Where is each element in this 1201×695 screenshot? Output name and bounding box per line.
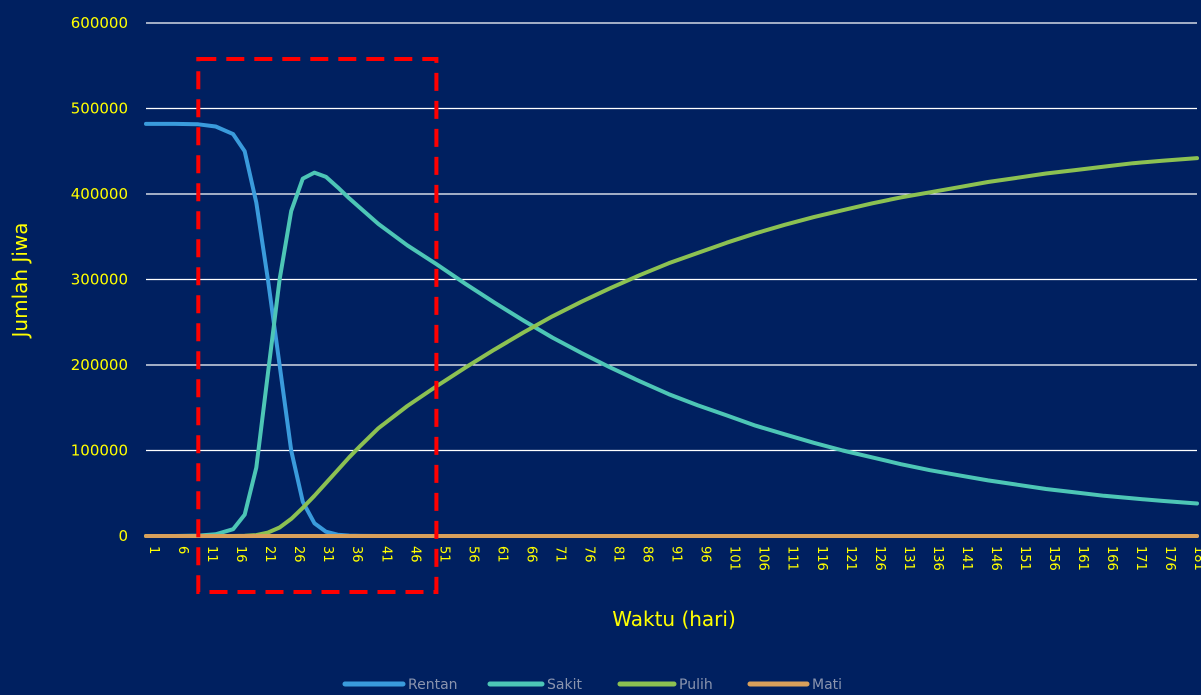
x-tick-label: 136: [930, 546, 945, 571]
x-tick-label: 171: [1133, 546, 1148, 571]
x-tick-label: 51: [436, 546, 451, 563]
x-tick-label: 11: [204, 546, 219, 563]
x-tick-label: 161: [1075, 546, 1090, 571]
x-tick-label: 156: [1046, 546, 1061, 571]
y-tick-label: 400000: [71, 185, 128, 203]
y-axis-label: Jumlah Jiwa: [8, 223, 32, 340]
x-tick-label: 91: [669, 546, 684, 563]
legend-label-rentan: Rentan: [408, 677, 458, 693]
x-tick-label: 101: [727, 546, 742, 571]
x-tick-label: 151: [1017, 546, 1032, 571]
x-axis-label: Waktu (hari): [612, 607, 736, 631]
x-tick-label: 36: [349, 546, 364, 563]
x-tick-label: 106: [756, 546, 771, 571]
x-axis-ticks: 1 6 11 16 21 26 31 36 41 46 51 56 61 66 71 76 81 86 91 96 10…: [146, 546, 1201, 571]
x-tick-label: 46: [407, 546, 422, 563]
legend-label-mati: Mati: [812, 677, 842, 693]
x-tick-label: 131: [901, 546, 916, 571]
x-tick-label: 16: [233, 546, 248, 563]
legend-label-pulih: Pulih: [679, 677, 713, 693]
y-tick-label: 200000: [71, 356, 128, 374]
y-tick-label: 600000: [71, 14, 128, 32]
x-tick-label: 66: [523, 546, 538, 563]
x-tick-label: 141: [959, 546, 974, 571]
x-tick-label: 6: [175, 546, 190, 554]
y-tick-label: 500000: [71, 100, 128, 118]
x-tick-label: 21: [262, 546, 277, 563]
x-tick-label: 96: [698, 546, 713, 563]
y-tick-label: 300000: [71, 271, 128, 289]
x-tick-label: 61: [494, 546, 509, 563]
series-line-sakit: [144, 170, 1199, 538]
legend-label-sakit: Sakit: [547, 677, 582, 693]
x-tick-label: 86: [640, 546, 655, 563]
legend: Rentan Sakit Pulih Mati: [342, 677, 842, 693]
x-tick-label: 76: [581, 546, 596, 563]
x-tick-label: 41: [378, 546, 393, 563]
highlight-box: [196, 57, 439, 594]
x-tick-label: 181: [1191, 546, 1201, 571]
y-tick-label: 100000: [71, 442, 128, 460]
x-tick-label: 56: [465, 546, 480, 563]
x-tick-label: 121: [843, 546, 858, 571]
x-tick-label: 126: [872, 546, 887, 571]
series-line-pulih: [144, 156, 1199, 538]
x-tick-label: 111: [785, 546, 800, 571]
x-tick-label: 31: [320, 546, 335, 563]
x-tick-label: 81: [611, 546, 626, 563]
x-tick-label: 1: [146, 546, 161, 554]
series-lines: [144, 121, 1199, 538]
y-tick-label: 0: [118, 527, 128, 545]
x-tick-label: 116: [814, 546, 829, 571]
series-line-rentan: [144, 121, 1199, 538]
y-axis-ticks: 0 100000 200000 300000 400000 500000 600000: [71, 14, 128, 545]
x-tick-label: 71: [552, 546, 567, 563]
grid-lines: [146, 22, 1197, 537]
x-tick-label: 146: [988, 546, 1003, 571]
x-tick-label: 166: [1104, 546, 1119, 571]
x-tick-label: 26: [291, 546, 306, 563]
x-tick-label: 176: [1162, 546, 1177, 571]
